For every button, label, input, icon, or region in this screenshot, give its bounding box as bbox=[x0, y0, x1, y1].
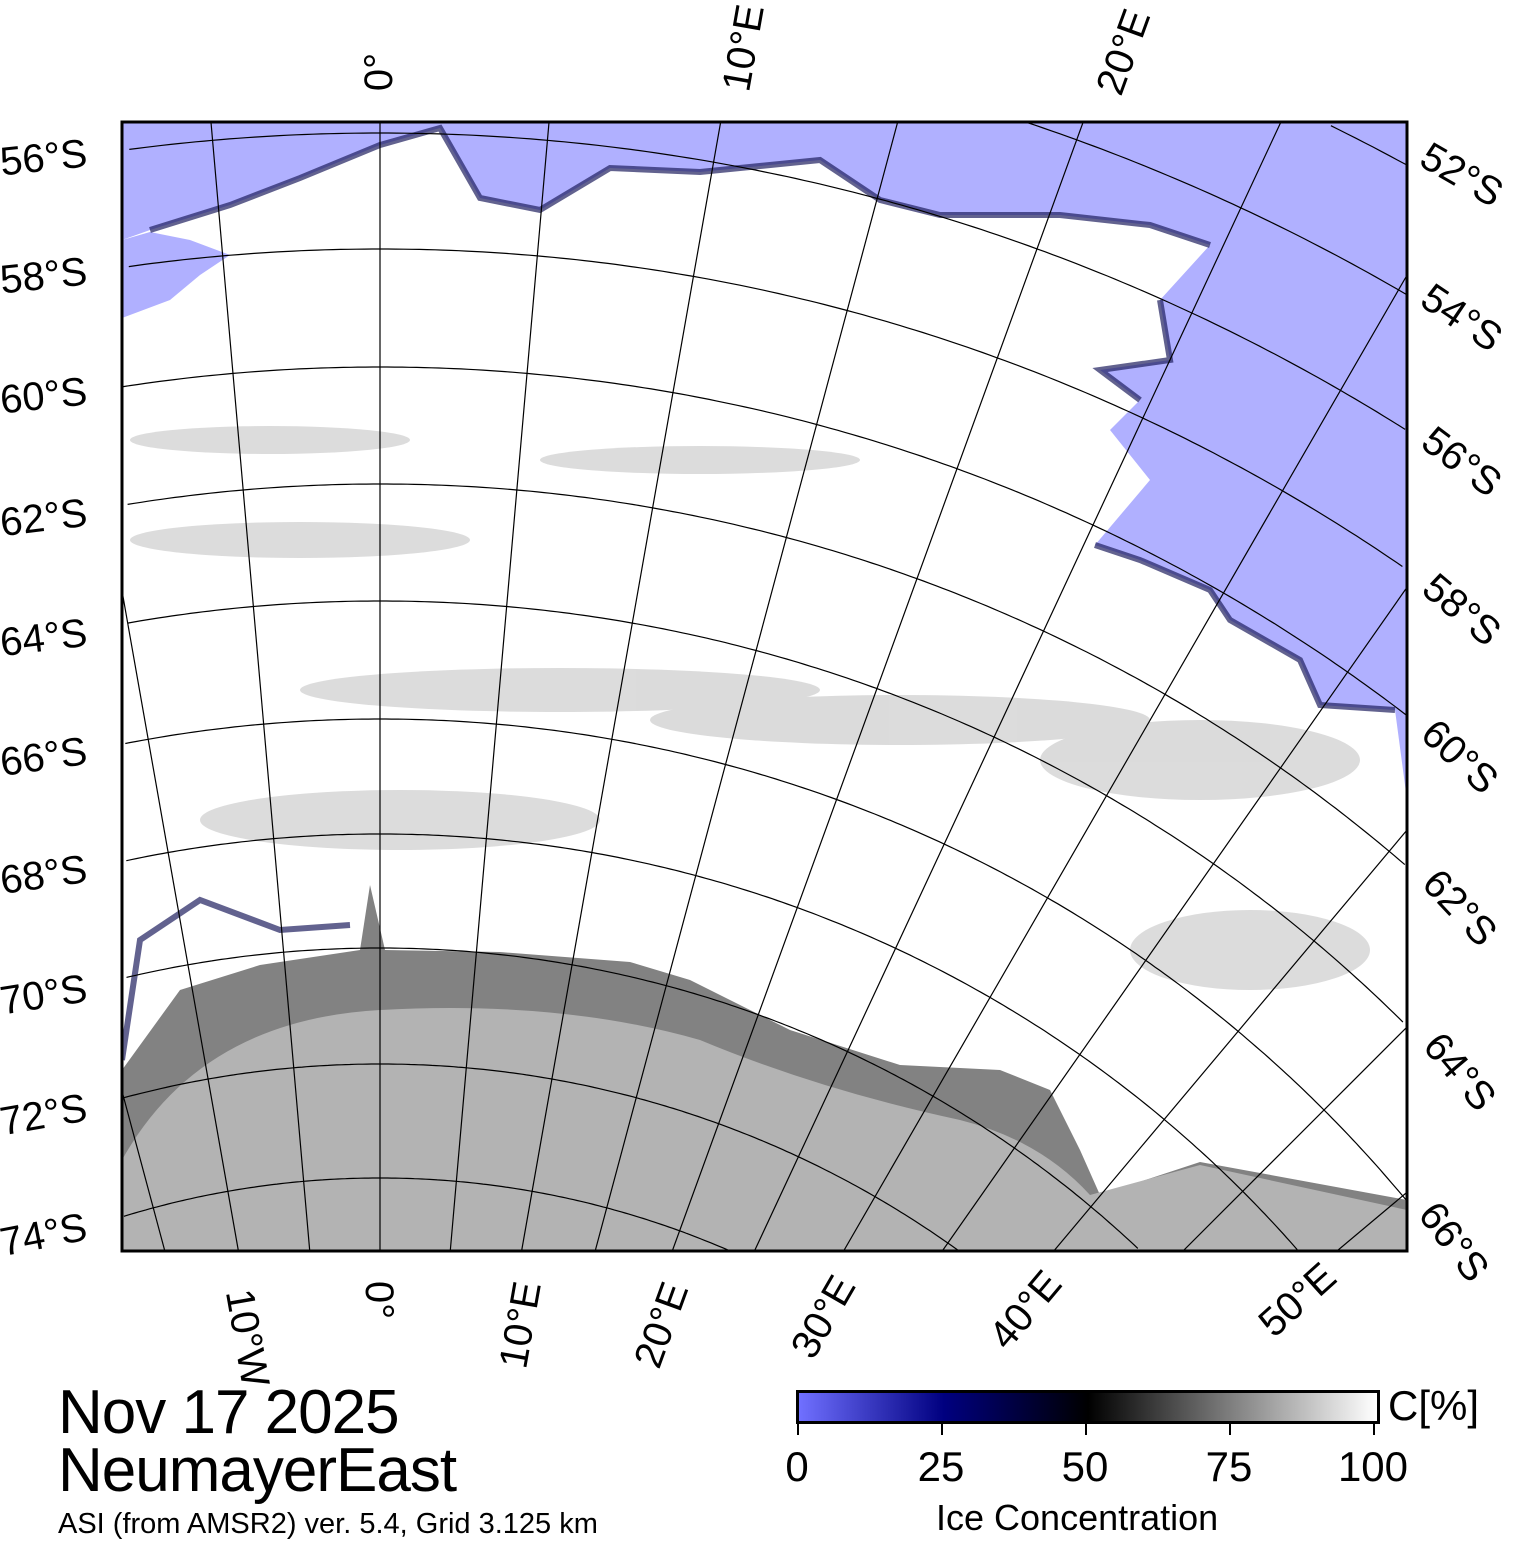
graticule bbox=[122, 122, 1407, 1251]
meridian-line bbox=[671, 122, 1084, 1251]
parallel-line bbox=[127, 600, 1404, 1023]
parallel-line bbox=[126, 833, 1298, 1250]
ice-texture bbox=[130, 426, 1370, 990]
parallel-line bbox=[1330, 125, 1407, 166]
open-water-top bbox=[122, 122, 1407, 800]
parallel-line bbox=[1026, 122, 1407, 295]
colorbar-tick bbox=[797, 1421, 799, 1435]
colorbar-tick-label: 100 bbox=[1337, 1443, 1409, 1490]
ice-edge bbox=[122, 124, 1396, 1061]
colorbar-unit: C[%] bbox=[1388, 1382, 1480, 1429]
parallel-line bbox=[125, 718, 1407, 1201]
parallel-line bbox=[129, 132, 1406, 430]
lon-label-top: 0° bbox=[357, 52, 402, 92]
meridian-line bbox=[520, 122, 722, 1251]
meridian-line bbox=[843, 276, 1407, 1251]
colorbar-tick bbox=[1373, 1421, 1375, 1435]
meridian-line bbox=[753, 122, 1281, 1251]
parallel-line bbox=[123, 1063, 959, 1251]
colorbar-label: Ice Concentration bbox=[936, 1497, 1219, 1538]
colorbar-tick-label: 50 bbox=[1061, 1443, 1109, 1490]
lat-label-left: 56°S bbox=[0, 131, 90, 185]
product-subtitle: ASI (from AMSR2) ver. 5.4, Grid 3.125 km bbox=[58, 1508, 598, 1540]
colorbar-tick-label: 0 bbox=[785, 1443, 809, 1490]
lat-label-left: 60°S bbox=[0, 369, 90, 423]
map-frame bbox=[120, 120, 1409, 1253]
lat-label-left: 62°S bbox=[0, 490, 90, 546]
colorbar-tick bbox=[941, 1421, 943, 1435]
date-title: Nov 17 2025 bbox=[58, 1378, 400, 1447]
lat-label-left: 58°S bbox=[0, 249, 90, 303]
colorbar-tick-label: 25 bbox=[917, 1443, 965, 1490]
parallel-line bbox=[123, 1177, 730, 1251]
parallel-line bbox=[128, 248, 1403, 567]
meridian-line bbox=[122, 1092, 166, 1251]
meridian-line bbox=[210, 122, 311, 1251]
colorbar-tick bbox=[1085, 1421, 1087, 1435]
lat-label-left: 64°S bbox=[0, 610, 90, 666]
colorbar-tick-label: 75 bbox=[1205, 1443, 1253, 1490]
parallel-line bbox=[123, 366, 1407, 717]
land bbox=[122, 1008, 1407, 1251]
parallel-line bbox=[127, 483, 1406, 866]
region-title: NeumayerEast bbox=[58, 1436, 457, 1505]
meridian-line bbox=[122, 590, 240, 1251]
meridian-line bbox=[1336, 1192, 1407, 1251]
colorbar bbox=[796, 1390, 1380, 1424]
colorbar-tick bbox=[1229, 1421, 1231, 1435]
meridian-line bbox=[1182, 1026, 1407, 1251]
meridian-line bbox=[594, 122, 898, 1251]
meridian-line bbox=[1053, 830, 1407, 1251]
meridian-line bbox=[941, 588, 1407, 1251]
meridian-line bbox=[449, 122, 550, 1251]
lon-label-bottom: 0° bbox=[357, 1280, 402, 1320]
open-water-left bbox=[122, 232, 230, 318]
